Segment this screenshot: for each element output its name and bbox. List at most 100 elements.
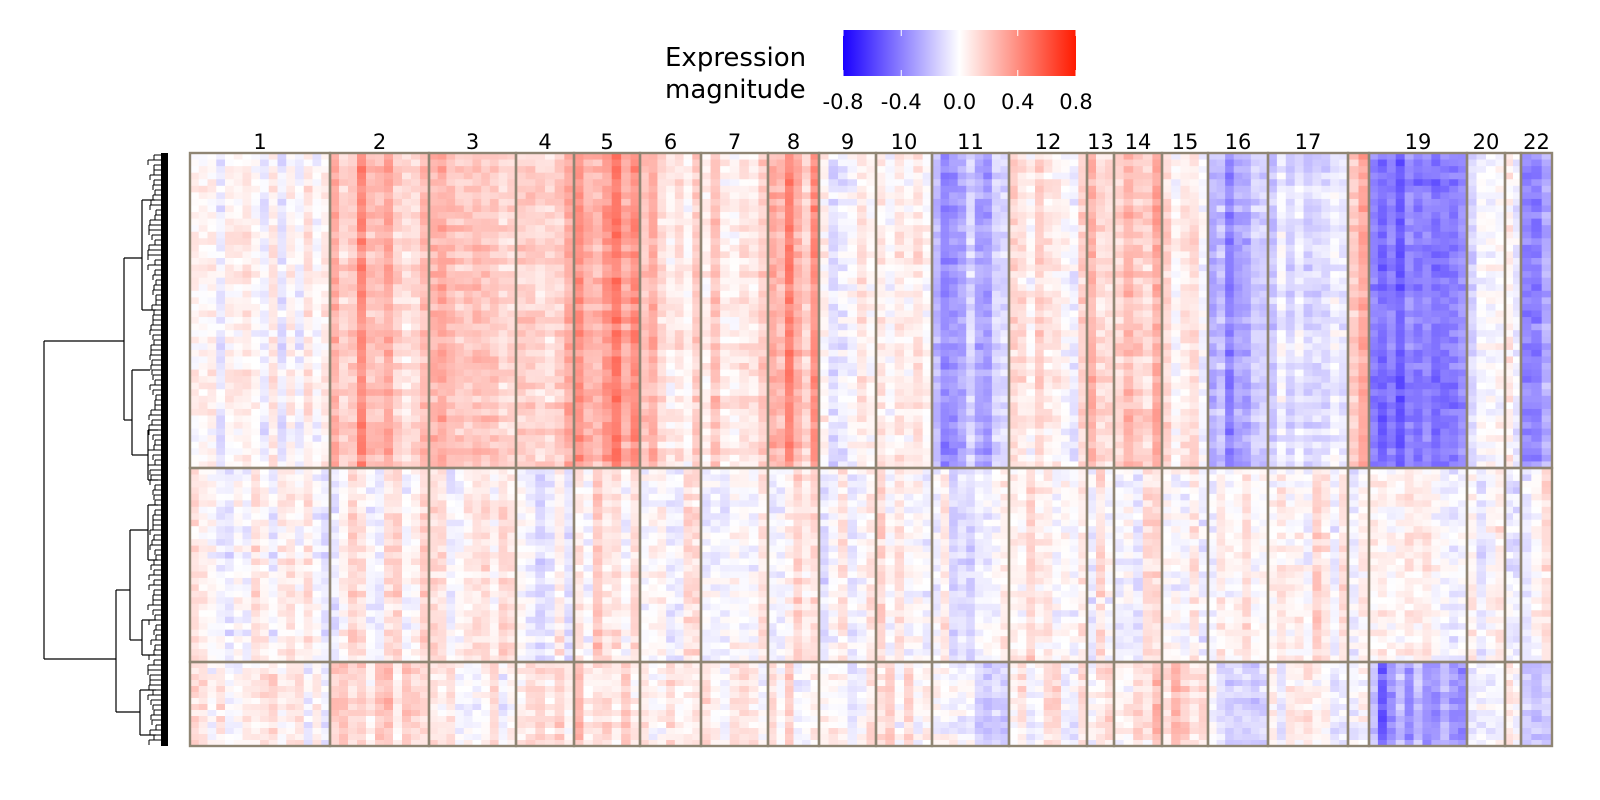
heatmap-cell [242,461,252,469]
heatmap-cell [683,198,693,207]
heatmap-cell [1000,244,1010,253]
heatmap-cell [216,258,226,266]
heatmap-cell [375,448,385,456]
heatmap-cell [657,218,667,226]
heatmap-cell [630,389,641,397]
heatmap-cell [1069,231,1079,239]
heatmap-cell [701,166,712,174]
heatmap-cell [402,244,412,253]
heatmap-cell [657,192,667,200]
heatmap-cell [991,382,1002,390]
heatmap-cell [330,435,340,443]
heatmap-cell [602,264,613,272]
heatmap-cell [729,356,740,364]
heatmap-cell [940,212,950,220]
heatmap-cell [866,336,877,344]
heatmap-cell [472,395,482,403]
heatmap-cell [429,290,439,298]
heatmap-cell [768,192,778,200]
heatmap-cell [545,225,556,233]
heatmap-cell [640,166,650,174]
heatmap-cell [357,448,367,456]
heatmap-cell [991,284,1002,292]
heatmap-cell [207,343,217,351]
heatmap-cell [904,330,914,338]
heatmap-cell [402,317,412,325]
heatmap-cell [847,323,858,331]
heatmap-cell [481,317,491,325]
heatmap-cell [295,422,305,430]
heatmap-cell [251,310,261,318]
heatmap-cell [991,218,1002,226]
heatmap-cell [481,277,491,285]
heatmap-cell [507,166,517,174]
heatmap-cell [330,271,340,279]
heatmap-cell [1043,303,1053,312]
heatmap-cell [701,336,712,344]
heatmap-cell [1035,330,1045,338]
heatmap-cell [949,448,959,456]
heatmap-cell [437,382,447,390]
heatmap-cell [729,402,740,410]
heatmap-cell [1000,166,1010,174]
heatmap-cell [507,238,517,246]
heatmap-cell [375,251,385,259]
heatmap-cell [885,277,896,285]
heatmap-cell [535,422,546,430]
heatmap-cell [1069,271,1079,279]
heatmap-cell [295,336,305,344]
heatmap-cell [375,310,385,318]
heatmap-cell [913,415,924,423]
heatmap-cell [932,376,942,384]
heatmap-cell [216,310,226,318]
heatmap-cell [366,343,376,351]
heatmap-cell [894,349,905,358]
heatmap-cell [666,389,676,397]
heatmap-cell [876,428,886,436]
heatmap-cell [251,330,261,338]
heatmap-cell [666,402,676,410]
heatmap-cell [776,310,786,318]
heatmap-cell [366,212,376,220]
heatmap-cell [420,343,430,351]
heatmap-cell [583,336,594,344]
heatmap-cell [640,271,650,279]
heatmap-cell [260,402,270,410]
heatmap-cell [768,408,778,417]
heatmap-cell [574,422,585,430]
heatmap-cell [1026,192,1036,200]
heatmap-cell [785,238,795,246]
heatmap-cell [251,435,261,443]
heatmap-cell [574,408,585,417]
heatmap-cell [949,166,959,174]
heatmap-cell [489,448,500,456]
heatmap-cell [268,303,279,312]
heatmap-cell [611,218,622,226]
heatmap-cell [904,185,914,193]
heatmap-cell [190,376,200,384]
heatmap-cell [1009,172,1019,180]
heatmap-cell [286,415,296,423]
heatmap-cell [357,172,367,180]
heatmap-cell [190,303,200,312]
heatmap-cell [366,330,376,338]
heatmap-cell [710,192,721,200]
heatmap-cell [648,153,659,161]
heatmap-cell [207,382,217,390]
heatmap-cell [535,166,546,174]
heatmap-cell [904,428,914,436]
heatmap-cell [666,356,676,364]
heatmap-cell [366,251,376,259]
heatmap-cell [838,422,849,430]
heatmap-cell [758,198,769,207]
heatmap-cell [828,244,839,253]
heatmap-cell [535,402,546,410]
heatmap-cell [455,336,465,344]
heatmap-cell [312,336,322,344]
heatmap-cell [720,284,731,292]
heatmap-cell [640,297,650,305]
heatmap-cell [739,179,750,187]
heatmap-cell [225,349,235,358]
heatmap-cell [472,244,482,253]
heatmap-cell [913,454,924,463]
